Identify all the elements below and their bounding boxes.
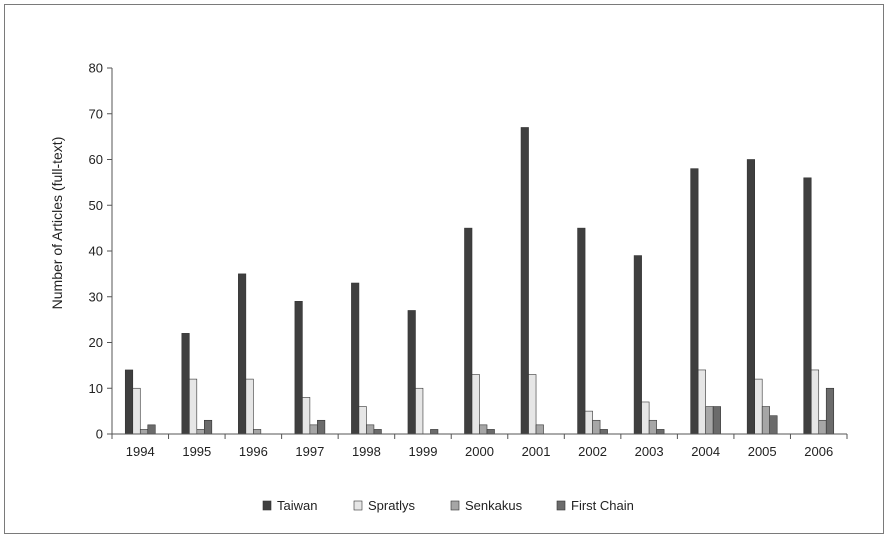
legend-item: Spratlys	[353, 498, 415, 513]
bar-senkakus	[818, 419, 827, 435]
bar-first-chain	[825, 387, 835, 435]
x-tick-label: 2002	[578, 444, 607, 459]
plot-area	[124, 127, 835, 435]
bar-taiwan	[238, 273, 247, 435]
legend-swatch	[556, 500, 566, 511]
bar-first-chain	[317, 419, 326, 435]
bar-first-chain	[769, 415, 778, 435]
bar-spratlys	[302, 397, 311, 435]
bar-spratlys	[415, 387, 424, 435]
legend: Taiwan Spratlys Senkakus First Chain	[262, 498, 634, 513]
bar-spratlys	[132, 387, 141, 435]
bar-spratlys	[810, 369, 820, 435]
bar-first-chain	[147, 424, 156, 435]
bar-senkakus	[535, 424, 544, 435]
x-tick-label: 1994	[126, 444, 155, 459]
bar-taiwan	[181, 333, 190, 435]
bar-spratlys	[471, 374, 480, 435]
bar-senkakus	[705, 406, 714, 435]
x-tick-label: 1996	[239, 444, 268, 459]
bar-taiwan	[577, 227, 586, 435]
bar-taiwan	[633, 255, 642, 435]
legend-item: Taiwan	[262, 498, 317, 513]
bar-first-chain	[373, 429, 382, 435]
x-tick-label: 1998	[352, 444, 381, 459]
bar-first-chain	[486, 429, 495, 435]
bar-spratlys	[697, 369, 706, 435]
y-tick-label: 0	[96, 427, 103, 442]
x-tick-label: 1995	[182, 444, 211, 459]
x-tick-label: 2001	[522, 444, 551, 459]
y-tick-label: 20	[89, 335, 103, 350]
bar-spratlys	[189, 378, 198, 435]
bar-taiwan	[294, 301, 303, 435]
x-tick-label: 2000	[465, 444, 494, 459]
x-tick-label: 1997	[295, 444, 324, 459]
y-axis: 0 10 20 30 40 50 60 70 80	[89, 61, 113, 442]
bar-spratlys	[528, 374, 537, 435]
y-tick-label: 10	[89, 381, 103, 396]
bar-first-chain	[712, 406, 721, 435]
legend-item: First Chain	[556, 498, 634, 513]
x-tick-label: 2004	[691, 444, 720, 459]
x-tick-label: 1999	[409, 444, 438, 459]
bar-senkakus	[139, 429, 149, 435]
y-tick-label: 50	[89, 198, 103, 213]
bar-first-chain	[204, 419, 213, 435]
bar-senkakus	[366, 424, 375, 435]
bar-taiwan	[520, 127, 529, 435]
y-axis-label: Number of Articles (full-text)	[49, 137, 65, 310]
chart-frame: 0 10 20 30 40 50 60 70 80 1994 1995 1996 1997 1998 19…	[4, 4, 884, 534]
bar-spratlys	[754, 378, 763, 435]
bar-taiwan	[464, 227, 473, 435]
bar-spratlys	[245, 378, 254, 435]
bar-taiwan	[746, 159, 755, 435]
bar-senkakus	[309, 424, 318, 435]
legend-label: Taiwan	[277, 498, 317, 513]
bar-taiwan	[407, 310, 416, 435]
bar-spratlys	[358, 406, 367, 435]
x-axis: 1994 1995 1996 1997 1998 1999 2000 2001 2002 2003…	[111, 433, 848, 459]
bar-spratlys	[584, 410, 593, 435]
y-tick-label: 40	[89, 244, 103, 259]
legend-swatch	[450, 500, 460, 511]
bar-senkakus	[592, 419, 601, 435]
y-tick-label: 70	[89, 106, 103, 121]
bar-senkakus	[253, 429, 262, 435]
bar-taiwan	[803, 177, 812, 435]
legend-item: Senkakus	[450, 498, 523, 513]
bar-spratlys	[641, 401, 650, 435]
legend-swatch	[262, 500, 272, 511]
bar-taiwan	[351, 282, 360, 435]
bar-first-chain	[656, 429, 665, 435]
x-tick-label: 2003	[635, 444, 664, 459]
bar-first-chain	[430, 429, 439, 435]
y-tick-label: 60	[89, 152, 103, 167]
bar-taiwan	[690, 168, 699, 435]
legend-swatch	[353, 500, 363, 511]
bar-senkakus	[196, 429, 205, 435]
bar-senkakus	[648, 419, 657, 435]
y-tick-label: 80	[89, 61, 103, 76]
legend-label: Spratlys	[368, 498, 415, 513]
legend-label: First Chain	[571, 498, 634, 513]
x-tick-label: 2005	[748, 444, 777, 459]
bar-senkakus	[479, 424, 488, 435]
bar-senkakus	[761, 406, 770, 435]
legend-label: Senkakus	[465, 498, 523, 513]
x-tick-label: 2006	[804, 444, 833, 459]
y-tick-label: 30	[89, 289, 103, 304]
bar-first-chain	[599, 429, 608, 435]
bar-taiwan	[124, 369, 134, 435]
